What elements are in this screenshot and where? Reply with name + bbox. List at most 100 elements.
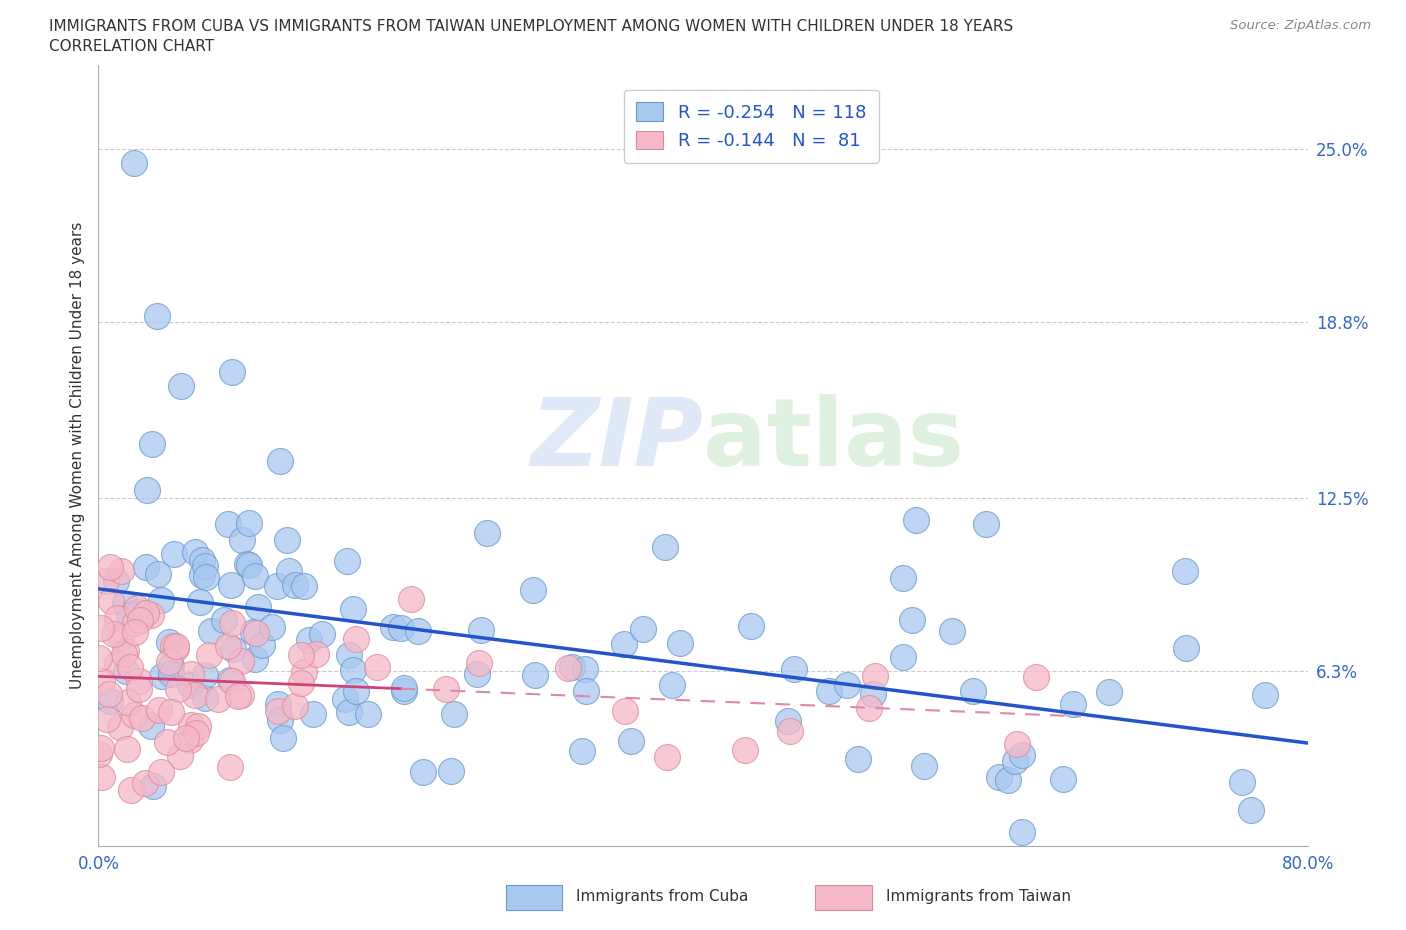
- Point: [194, 690, 217, 705]
- Point: [1175, 641, 1198, 656]
- Point: [292, 664, 315, 679]
- Point: [105, 573, 128, 588]
- Point: [165, 641, 187, 656]
- Point: [148, 702, 170, 717]
- Point: [90, 673, 112, 688]
- Point: [247, 599, 270, 614]
- Text: CORRELATION CHART: CORRELATION CHART: [49, 39, 214, 54]
- Point: [443, 706, 465, 721]
- Point: [1254, 687, 1277, 702]
- Point: [89, 747, 111, 762]
- Point: [160, 658, 183, 673]
- Point: [276, 532, 298, 547]
- Point: [136, 483, 159, 498]
- Point: [277, 564, 299, 578]
- Point: [561, 659, 583, 674]
- Point: [271, 730, 294, 745]
- Point: [128, 612, 150, 627]
- Point: [250, 638, 273, 653]
- Point: [179, 733, 201, 748]
- Point: [914, 758, 936, 773]
- Point: [221, 616, 243, 631]
- Point: [128, 604, 150, 619]
- Point: [98, 560, 121, 575]
- Point: [115, 663, 138, 678]
- Point: [575, 684, 598, 698]
- Point: [146, 309, 169, 324]
- Point: [904, 512, 927, 527]
- Point: [219, 673, 242, 688]
- Point: [226, 689, 249, 704]
- Point: [134, 776, 156, 790]
- Point: [191, 568, 214, 583]
- Point: [141, 437, 163, 452]
- Point: [654, 539, 676, 554]
- Point: [162, 639, 184, 654]
- Point: [186, 725, 208, 740]
- Point: [305, 646, 328, 661]
- Point: [243, 652, 266, 667]
- Point: [191, 552, 214, 567]
- Point: [962, 684, 984, 698]
- Point: [401, 591, 423, 606]
- Text: Immigrants from Cuba: Immigrants from Cuba: [576, 889, 749, 904]
- Point: [891, 650, 914, 665]
- Point: [269, 453, 291, 468]
- Point: [160, 704, 183, 719]
- Point: [100, 593, 122, 608]
- Point: [131, 711, 153, 725]
- Point: [110, 564, 132, 578]
- Point: [290, 647, 312, 662]
- Point: [613, 703, 636, 718]
- Point: [1062, 697, 1084, 711]
- Point: [267, 697, 290, 711]
- Point: [87, 651, 110, 666]
- Point: [122, 155, 145, 170]
- Text: atlas: atlas: [703, 394, 965, 486]
- Point: [103, 626, 125, 641]
- Point: [238, 557, 260, 572]
- Point: [142, 779, 165, 794]
- Point: [141, 607, 163, 622]
- Point: [229, 654, 252, 669]
- Point: [163, 547, 186, 562]
- Point: [344, 631, 367, 646]
- Point: [165, 639, 187, 654]
- Point: [120, 783, 142, 798]
- Point: [214, 613, 236, 628]
- Point: [118, 607, 141, 622]
- Point: [475, 526, 498, 541]
- Point: [180, 666, 202, 681]
- Point: [613, 636, 636, 651]
- Point: [221, 365, 243, 379]
- Text: IMMIGRANTS FROM CUBA VS IMMIGRANTS FROM TAIWAN UNEMPLOYMENT AMONG WOMEN WITH CHI: IMMIGRANTS FROM CUBA VS IMMIGRANTS FROM …: [49, 19, 1014, 33]
- Point: [124, 708, 146, 723]
- Point: [392, 684, 415, 698]
- Point: [412, 764, 434, 779]
- Point: [160, 667, 183, 682]
- Point: [180, 718, 202, 733]
- Point: [194, 570, 217, 585]
- Point: [150, 669, 173, 684]
- Point: [124, 625, 146, 640]
- Legend: R = -0.254   N = 118, R = -0.144   N =  81: R = -0.254 N = 118, R = -0.144 N = 81: [624, 90, 879, 163]
- Point: [184, 545, 207, 560]
- Point: [148, 567, 170, 582]
- Point: [574, 661, 596, 676]
- Point: [187, 719, 209, 734]
- Point: [1011, 825, 1033, 840]
- Point: [149, 764, 172, 779]
- Point: [333, 692, 356, 707]
- Point: [522, 582, 544, 597]
- Point: [862, 686, 884, 701]
- Point: [108, 719, 131, 734]
- Point: [468, 656, 491, 671]
- Point: [231, 687, 253, 702]
- Point: [974, 517, 997, 532]
- Point: [110, 630, 132, 644]
- Point: [114, 644, 136, 658]
- Point: [117, 695, 139, 710]
- Point: [858, 700, 880, 715]
- Point: [302, 707, 325, 722]
- Point: [127, 601, 149, 616]
